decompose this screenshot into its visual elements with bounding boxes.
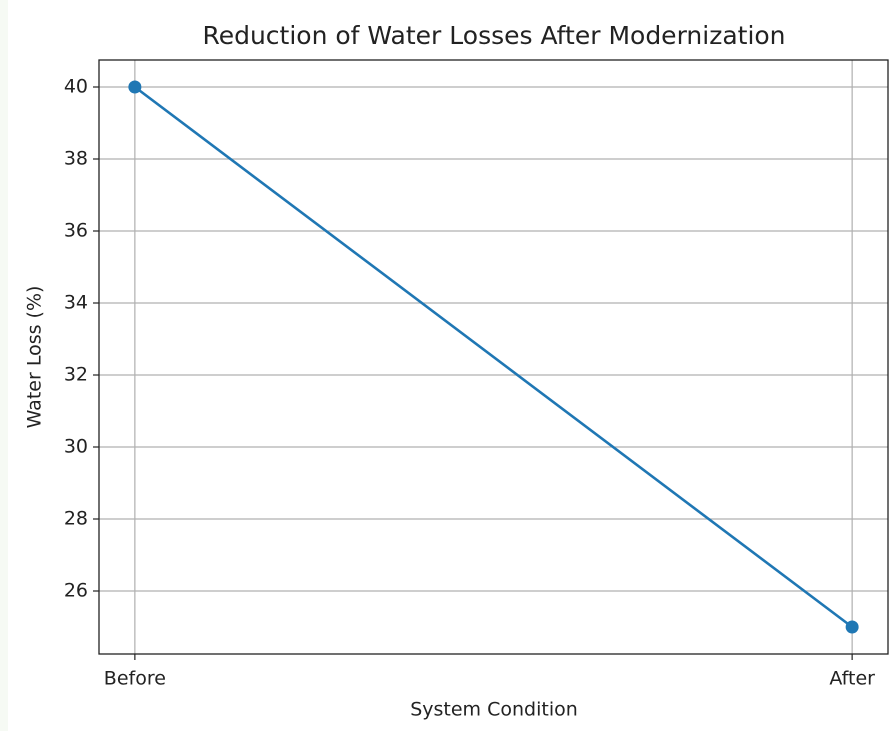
y-tick-label: 40 xyxy=(64,76,88,98)
point xyxy=(845,620,859,634)
y-axis-label: Water Loss (%) xyxy=(24,286,46,429)
y-tick-label: 38 xyxy=(64,148,88,170)
y-tick-label: 30 xyxy=(64,436,88,458)
x-tick-label: After xyxy=(829,668,875,690)
point xyxy=(128,80,142,94)
line xyxy=(134,85,853,629)
y-tick-label: 28 xyxy=(64,508,88,530)
chart-title: Reduction of Water Losses After Moderniz… xyxy=(202,21,785,50)
y-tick-label: 32 xyxy=(64,364,88,386)
figure-background xyxy=(8,0,894,731)
x-tick-label: Before xyxy=(104,668,166,690)
y-tick-label: 34 xyxy=(64,292,88,314)
y-tick-label: 36 xyxy=(64,220,88,242)
plot-frame xyxy=(98,59,889,655)
y-tick-label: 26 xyxy=(64,580,88,602)
x-axis-label: System Condition xyxy=(410,699,578,721)
